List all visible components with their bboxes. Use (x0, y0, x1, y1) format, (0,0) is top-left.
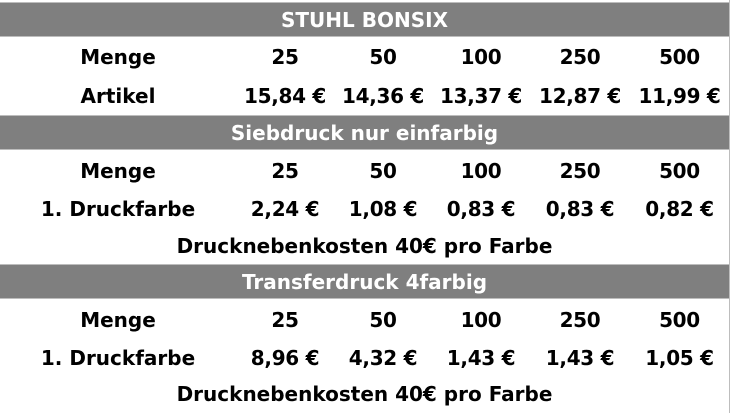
table-row-druckfarbe: 1. Druckfarbe 2,24 € 1,08 € 0,83 € 0,83 … (0, 190, 729, 227)
cell: 25 (271, 307, 299, 332)
row-label: Artikel (80, 83, 156, 108)
cell: 100 (460, 44, 502, 69)
note-text: Drucknebenkosten 40€ pro Farbe (176, 381, 553, 406)
table-row-menge: Menge 25 50 100 250 500 (0, 152, 729, 189)
cell: 100 (460, 158, 502, 183)
table-row-druckfarbe: 1. Druckfarbe 8,96 € 4,32 € 1,43 € 1,43 … (0, 339, 729, 376)
cell: 25 (271, 158, 299, 183)
section-title: Siebdruck nur einfarbig (230, 120, 499, 145)
print-cost-note: Drucknebenkosten 40€ pro Farbe (0, 376, 729, 411)
cell: 1,43 € (545, 345, 615, 370)
table-row-menge: Menge 25 50 100 250 500 (0, 38, 729, 75)
cell: 12,87 € (538, 83, 622, 108)
row-label: Menge (80, 44, 156, 69)
row-label: Menge (80, 158, 156, 183)
cell: 250 (559, 158, 601, 183)
cell: 500 (659, 158, 700, 183)
cell: 50 (369, 307, 397, 332)
cell: 4,32 € (348, 345, 418, 370)
table-row-artikel: Artikel 15,84 € 14,36 € 13,37 € 12,87 € … (0, 77, 729, 114)
cell: 11,99 € (638, 83, 721, 108)
cell: 14,36 € (341, 83, 425, 108)
cell: 50 (369, 44, 397, 69)
row-label: 1. Druckfarbe (40, 345, 196, 370)
cell: 1,05 € (645, 345, 714, 370)
cell: 8,96 € (250, 345, 320, 370)
row-label: Menge (80, 307, 156, 332)
print-cost-note: Drucknebenkosten 40€ pro Farbe (0, 228, 729, 263)
cell: 250 (559, 307, 601, 332)
cell: 500 (659, 307, 700, 332)
cell: 13,37 € (439, 83, 523, 108)
cell: 100 (460, 307, 502, 332)
cell: 0,83 € (545, 196, 615, 221)
cell: 250 (559, 44, 601, 69)
section-header-stuhl-bonsix: STUHL BONSIX (0, 2, 729, 37)
table-row-menge: Menge 25 50 100 250 500 (0, 301, 729, 338)
note-text: Drucknebenkosten 40€ pro Farbe (176, 233, 553, 258)
section-title: STUHL BONSIX (281, 7, 448, 32)
row-label: 1. Druckfarbe (40, 196, 196, 221)
section-header-transferdruck: Transferdruck 4farbig (0, 264, 729, 299)
cell: 500 (659, 44, 700, 69)
cell: 0,82 € (645, 196, 714, 221)
cell: 1,43 € (446, 345, 516, 370)
section-title: Transferdruck 4farbig (241, 269, 488, 294)
cell: 25 (271, 44, 299, 69)
cell: 1,08 € (348, 196, 418, 221)
cell: 2,24 € (250, 196, 320, 221)
cell: 50 (369, 158, 397, 183)
section-header-siebdruck: Siebdruck nur einfarbig (0, 115, 729, 150)
cell: 0,83 € (446, 196, 516, 221)
cell: 15,84 € (243, 83, 327, 108)
